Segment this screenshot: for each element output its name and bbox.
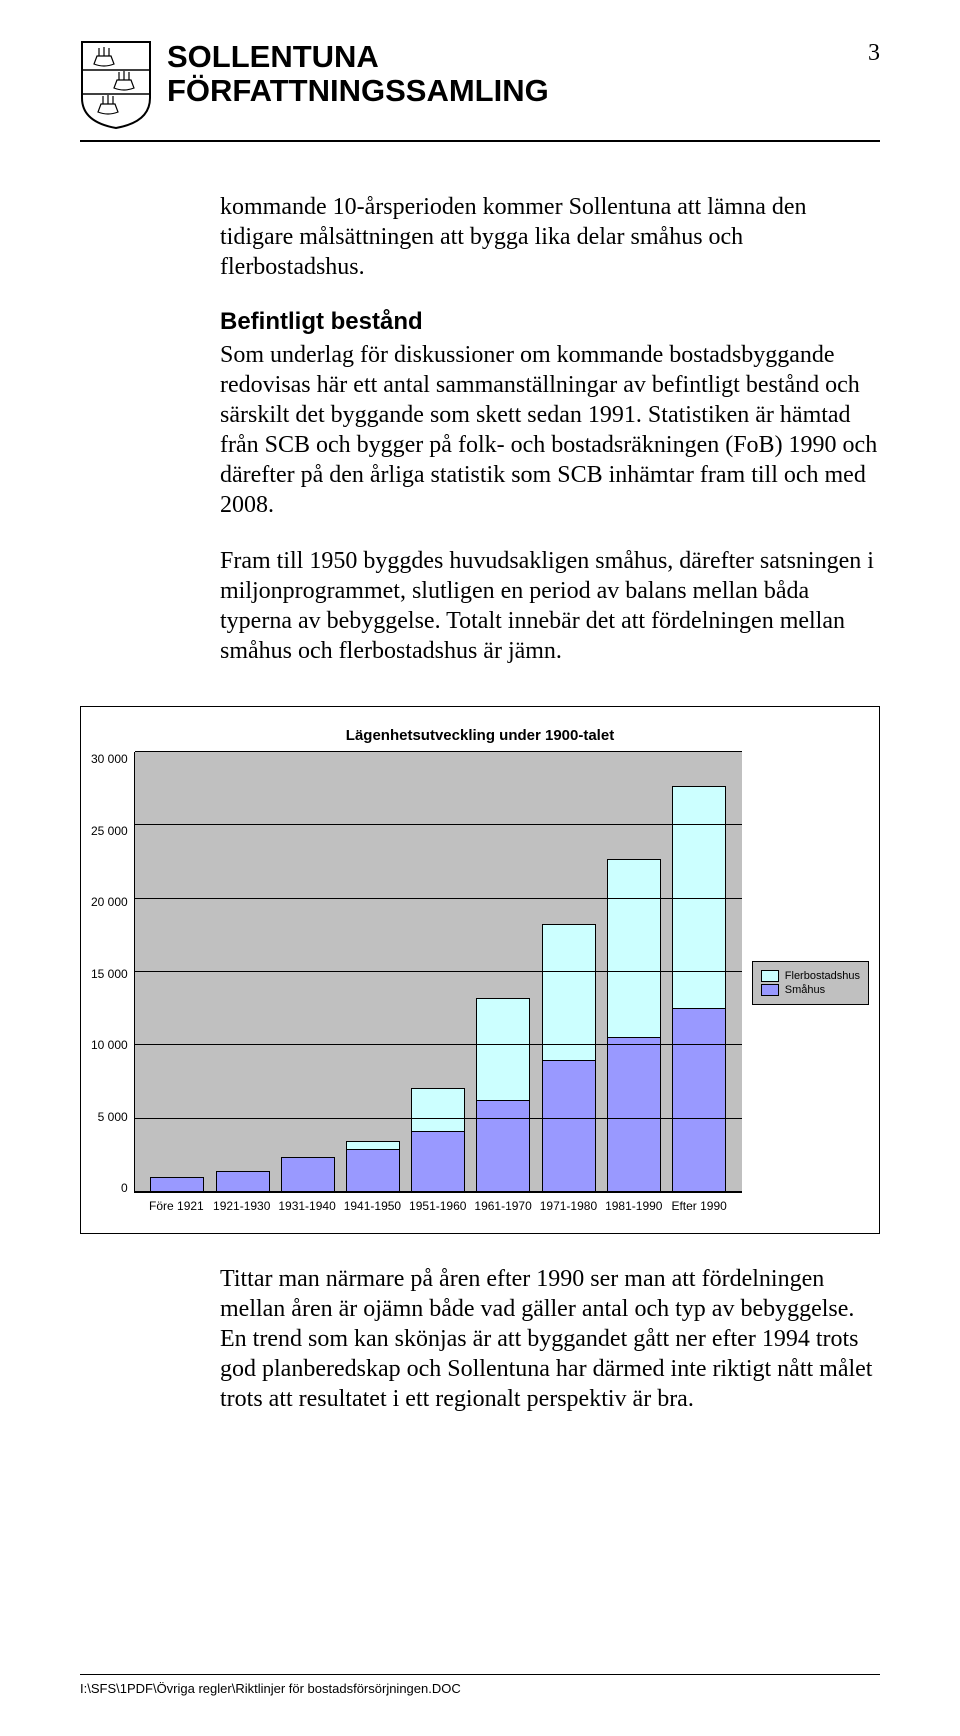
bar-segment-smahus xyxy=(282,1158,334,1191)
bar xyxy=(476,998,530,1192)
municipal-logo xyxy=(80,40,152,130)
paragraph-3: Fram till 1950 byggdes huvudsakligen små… xyxy=(80,546,880,666)
x-tick: 1981-1990 xyxy=(601,1199,666,1213)
bar-slot xyxy=(340,752,405,1192)
chart-gridline xyxy=(135,1118,742,1119)
x-tick: 1971-1980 xyxy=(536,1199,601,1213)
paragraph-4: Tittar man närmare på åren efter 1990 se… xyxy=(80,1264,880,1414)
bar xyxy=(216,1171,270,1192)
legend-item: Småhus xyxy=(761,984,860,996)
x-tick: 1961-1970 xyxy=(470,1199,535,1213)
chart-gridline xyxy=(135,824,742,825)
bar-segment-flerbostadshus xyxy=(477,999,529,1101)
chart-gridline xyxy=(135,971,742,972)
legend-label: Flerbostadshus xyxy=(785,970,860,982)
x-tick: Före 1921 xyxy=(144,1199,209,1213)
bar-segment-flerbostadshus xyxy=(543,925,595,1062)
y-tick: 15 000 xyxy=(91,967,128,981)
legend-swatch xyxy=(761,970,779,982)
x-tick: 1941-1950 xyxy=(340,1199,405,1213)
y-tick: 25 000 xyxy=(91,824,128,838)
header-titles: SOLLENTUNA FÖRFATTNINGSSAMLING xyxy=(167,40,880,108)
bar xyxy=(346,1141,400,1192)
x-tick: 1951-1960 xyxy=(405,1199,470,1213)
bar xyxy=(150,1177,204,1192)
legend-item: Flerbostadshus xyxy=(761,970,860,982)
chart-container: Lägenhetsutveckling under 1900-talet 30 … xyxy=(80,706,880,1234)
bar xyxy=(672,786,726,1192)
bar-slot xyxy=(471,752,536,1192)
bar-slot xyxy=(210,752,275,1192)
bar-segment-flerbostadshus xyxy=(412,1089,464,1132)
bar-slot xyxy=(275,752,340,1192)
bar-segment-smahus xyxy=(543,1061,595,1191)
header-line1: SOLLENTUNA xyxy=(167,40,880,74)
bar-segment-flerbostadshus xyxy=(608,860,660,1038)
chart-area: 30 000 25 000 20 000 15 000 10 000 5 000 0 För… xyxy=(91,752,869,1213)
bar-slot xyxy=(667,752,732,1192)
paragraph-1: kommande 10-årsperioden kommer Sollentun… xyxy=(80,192,880,282)
bar xyxy=(411,1088,465,1192)
y-tick: 0 xyxy=(121,1181,128,1195)
x-tick: 1921-1930 xyxy=(209,1199,274,1213)
header-line2: FÖRFATTNINGSSAMLING xyxy=(167,74,880,108)
chart-gridline xyxy=(135,751,742,752)
footer-path: I:\SFS\1PDF\Övriga regler\Riktlinjer för… xyxy=(80,1681,461,1696)
page-header: SOLLENTUNA FÖRFATTNINGSSAMLING 3 xyxy=(80,40,880,142)
bar-segment-smahus xyxy=(673,1009,725,1191)
chart-legend: Flerbostadshus Småhus xyxy=(752,961,869,1005)
bar-segment-smahus xyxy=(608,1038,660,1191)
bar xyxy=(607,859,661,1192)
bar-segment-smahus xyxy=(151,1178,203,1191)
page-number: 3 xyxy=(868,40,880,67)
y-tick: 30 000 xyxy=(91,752,128,766)
bar-slot xyxy=(536,752,601,1192)
chart-plot-grid xyxy=(134,752,742,1193)
chart-x-axis: Före 19211921-19301931-19401941-19501951… xyxy=(134,1199,742,1213)
y-tick: 20 000 xyxy=(91,895,128,909)
chart-plot: Före 19211921-19301931-19401941-19501951… xyxy=(134,752,742,1213)
bar-segment-smahus xyxy=(412,1132,464,1191)
y-tick: 5 000 xyxy=(98,1110,128,1124)
paragraph-2: Som underlag för diskussioner om kommand… xyxy=(80,340,880,520)
chart-bars xyxy=(135,752,742,1192)
chart-gridline xyxy=(135,1044,742,1045)
page: SOLLENTUNA FÖRFATTNINGSSAMLING 3 kommand… xyxy=(0,0,960,1736)
bar xyxy=(542,924,596,1192)
x-tick: Efter 1990 xyxy=(666,1199,731,1213)
bar xyxy=(281,1157,335,1192)
legend-swatch xyxy=(761,984,779,996)
chart-title: Lägenhetsutveckling under 1900-talet xyxy=(91,727,869,744)
bar-segment-smahus xyxy=(477,1101,529,1191)
bar-segment-smahus xyxy=(217,1172,269,1191)
section-heading: Befintligt bestånd xyxy=(80,308,880,336)
page-footer: I:\SFS\1PDF\Övriga regler\Riktlinjer för… xyxy=(80,1674,880,1696)
chart-gridline xyxy=(135,1191,742,1192)
legend-label: Småhus xyxy=(785,984,825,996)
bar-slot xyxy=(145,752,210,1192)
x-tick: 1931-1940 xyxy=(274,1199,339,1213)
bar-slot xyxy=(601,752,666,1192)
bar-slot xyxy=(406,752,471,1192)
chart-y-axis: 30 000 25 000 20 000 15 000 10 000 5 000 0 xyxy=(91,752,134,1213)
chart-gridline xyxy=(135,898,742,899)
bar-segment-flerbostadshus xyxy=(347,1142,399,1150)
y-tick: 10 000 xyxy=(91,1038,128,1052)
bar-segment-smahus xyxy=(347,1150,399,1191)
